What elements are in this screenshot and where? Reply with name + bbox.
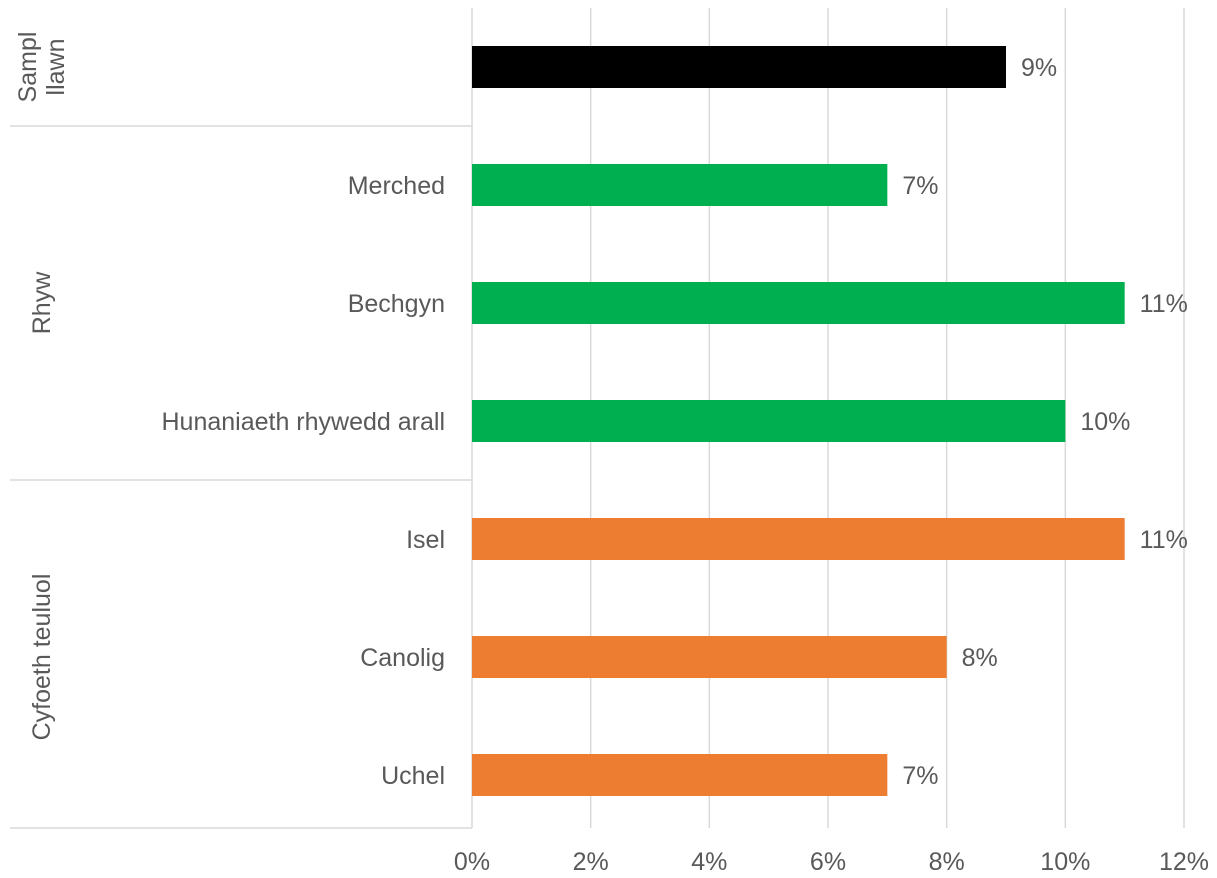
category-label: Uchel <box>381 762 445 790</box>
group-label-line: Sampl <box>14 32 42 103</box>
data-label: 11% <box>1140 290 1188 318</box>
x-tick-label: 0% <box>454 848 490 876</box>
group-label: Samplllawn <box>14 32 70 103</box>
bar <box>472 282 1125 324</box>
x-tick-label: 12% <box>1159 848 1209 876</box>
data-label: 7% <box>902 762 938 790</box>
bar <box>472 400 1066 442</box>
group-label-line: Rhyw <box>28 271 56 334</box>
bar <box>472 518 1125 560</box>
group-label-line: llawn <box>42 39 70 96</box>
data-label: 11% <box>1140 526 1188 554</box>
x-tick-label: 6% <box>810 848 846 876</box>
category-label: Bechgyn <box>348 290 445 318</box>
bar <box>472 636 947 678</box>
x-tick-label: 4% <box>691 848 727 876</box>
bar <box>472 754 888 796</box>
x-tick-label: 10% <box>1040 848 1090 876</box>
data-label: 7% <box>902 172 938 200</box>
x-tick-label: 2% <box>573 848 609 876</box>
group-label: Cyfoeth teuluol <box>28 574 56 741</box>
group-label-line: Cyfoeth teuluol <box>28 574 56 741</box>
x-tick-label: 8% <box>929 848 965 876</box>
bar <box>472 46 1006 88</box>
category-label: Hunaniaeth rhywedd arall <box>161 408 445 436</box>
category-label: Canolig <box>360 644 445 672</box>
category-label: Merched <box>348 172 445 200</box>
bar <box>472 164 888 206</box>
data-label: 8% <box>962 644 998 672</box>
data-label: 9% <box>1021 54 1057 82</box>
data-label: 10% <box>1080 408 1130 436</box>
category-label: Isel <box>406 526 445 554</box>
group-label: Rhyw <box>28 271 56 334</box>
